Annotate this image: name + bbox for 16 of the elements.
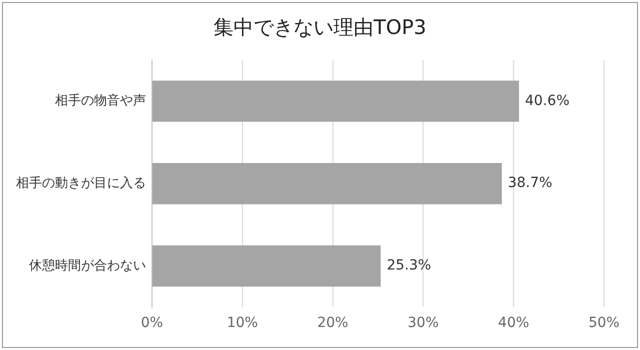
chart-title: 集中できない理由TOP3 xyxy=(212,14,428,41)
data-label: 40.6% xyxy=(525,92,570,109)
x-tick-label: 10% xyxy=(226,315,258,332)
data-label: 38.7% xyxy=(508,175,552,192)
bar xyxy=(152,163,502,204)
bar xyxy=(152,80,520,122)
y-tick-label: 相手の物音や声 xyxy=(55,94,146,109)
x-tick-label: 40% xyxy=(498,315,530,332)
x-tick-label: 50% xyxy=(588,315,620,332)
y-tick-label: 相手の動きが目に入る xyxy=(16,176,146,191)
data-label: 25.3% xyxy=(386,258,432,274)
x-tick-label: 30% xyxy=(408,315,439,332)
bar xyxy=(152,245,381,287)
y-tick-label: 休憩時間が合わない xyxy=(29,258,146,274)
x-tick-label: 0% xyxy=(140,315,164,332)
x-tick-label: 20% xyxy=(317,315,348,332)
